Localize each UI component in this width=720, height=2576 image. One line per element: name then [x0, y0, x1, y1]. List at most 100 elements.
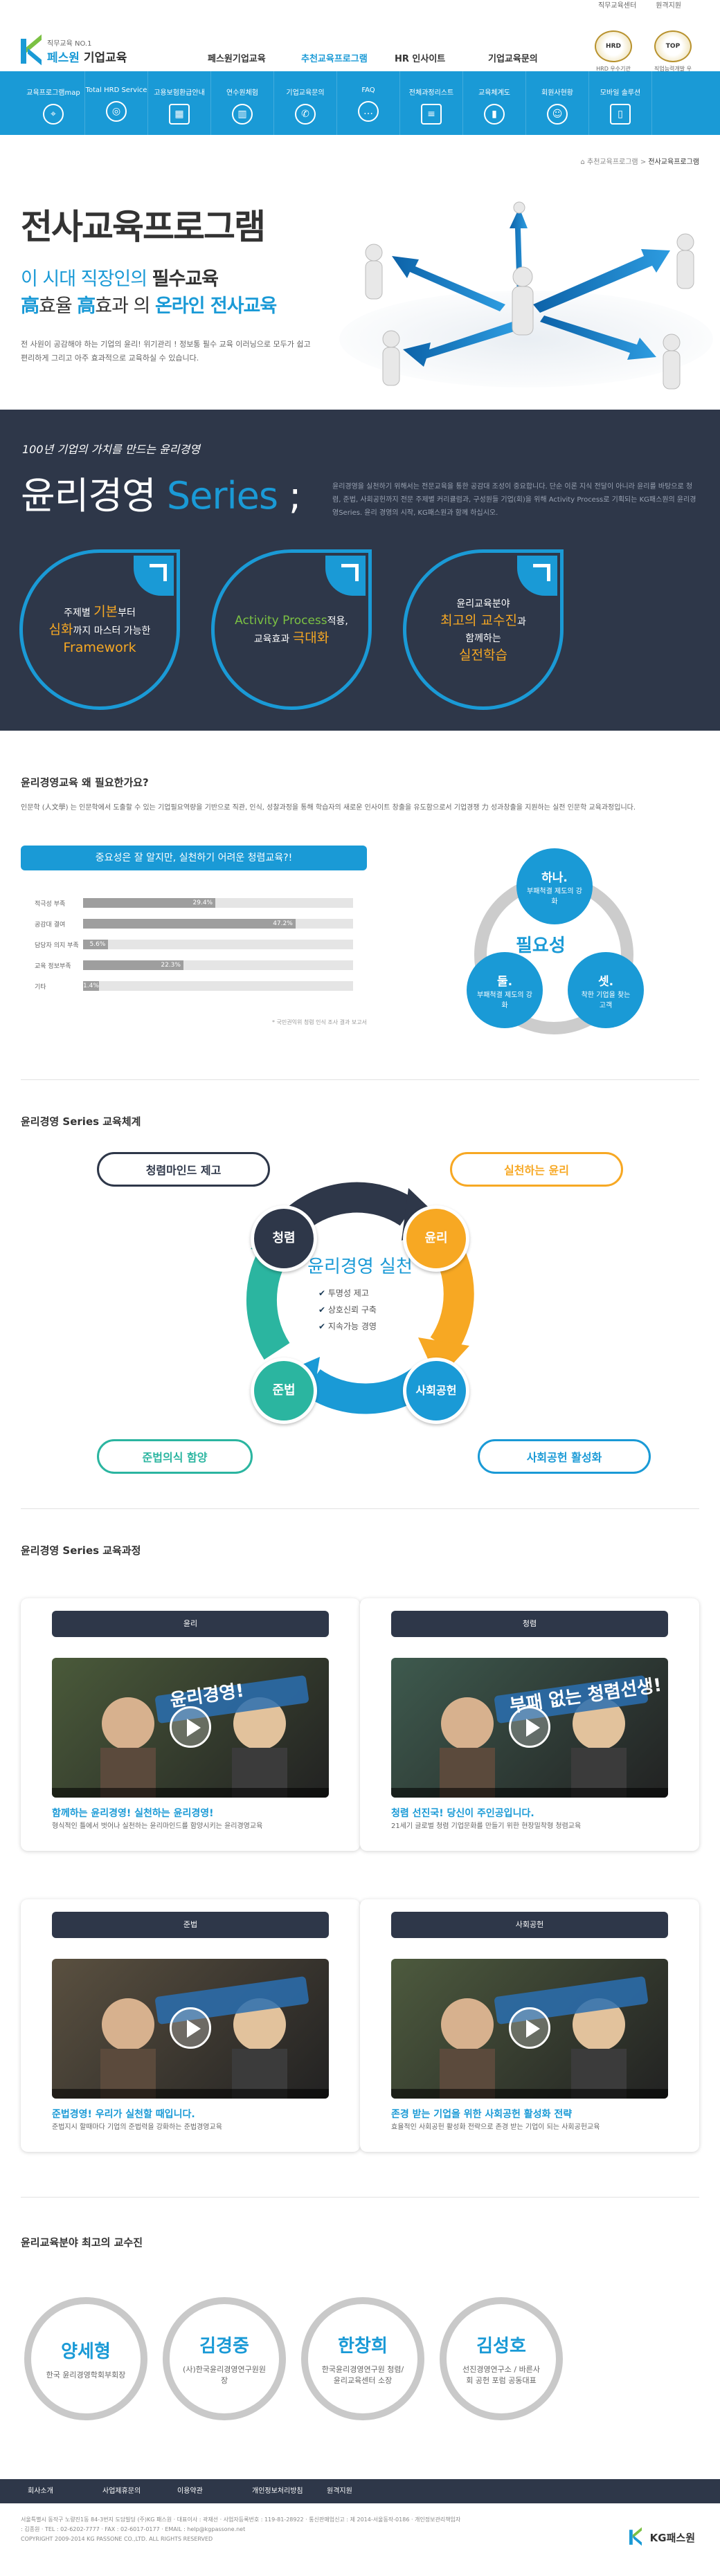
- quicknav-item[interactable]: 연수원체험 ▥: [211, 71, 274, 135]
- target-icon: ◎: [106, 101, 127, 122]
- video-progress-bar[interactable]: [391, 2089, 668, 2099]
- chart-icon: ▮: [484, 104, 505, 125]
- leaf-text: 교육효과: [253, 633, 293, 645]
- play-icon[interactable]: [509, 2007, 550, 2049]
- video-progress-bar[interactable]: [52, 2089, 329, 2099]
- footer-link-remote[interactable]: 원격지원: [327, 2487, 352, 2495]
- course-video-player[interactable]: [52, 1959, 329, 2099]
- arrow-up-right-icon: [325, 556, 366, 596]
- quicknav-label: FAQ: [361, 86, 375, 94]
- arrow-up-right-icon: [134, 556, 174, 596]
- quicknav-item[interactable]: 고용보험환급안내 ▦: [148, 71, 211, 135]
- mobile-icon: ▯: [610, 104, 631, 125]
- quicknav-item[interactable]: 교육체계도 ▮: [463, 71, 526, 135]
- course-category: 윤리: [52, 1611, 329, 1637]
- pill-social: 사회공헌 활성화: [478, 1439, 651, 1474]
- professor-card[interactable]: 김성호 선진경영연구소 / 바른사회 공헌 포럼 공동대표: [440, 2297, 563, 2420]
- leaf-highlight: 최고의 교수진: [440, 613, 518, 628]
- survey-banner: 중요성은 잘 알지만, 실천하기 어려운 청렴교육?!: [21, 846, 367, 870]
- node-social-contribution[interactable]: 사회공헌: [403, 1358, 469, 1424]
- calculator-icon: ▦: [169, 104, 190, 125]
- professor-card[interactable]: 한창희 한국윤리경영연구원 청렴/윤리교육센터 소장: [301, 2297, 424, 2420]
- quicknav-label: 모바일 솔루션: [600, 89, 641, 97]
- quicknav-label: 교육프로그램map: [26, 89, 80, 97]
- course-desc: 형식적인 틀에서 벗어나 실천하는 윤리마인드를 함양시키는 윤리경영교육: [52, 1823, 263, 1830]
- need-number: 셋.: [597, 974, 614, 989]
- chat-icon: …: [358, 101, 379, 122]
- quicknav-item[interactable]: 교육프로그램map ⌖: [22, 71, 85, 135]
- need-circle-three: 셋. 착한 기업을 찾는 고객: [568, 952, 644, 1028]
- quicknav-label: 전체과정리스트: [408, 89, 454, 97]
- play-icon[interactable]: [509, 1706, 550, 1748]
- quicknav-item[interactable]: 전체과정리스트 ≡: [400, 71, 463, 135]
- need-circle-two: 둘. 부패척결 제도의 강화: [467, 952, 543, 1028]
- footer-link-partnership[interactable]: 사업제휴문의: [102, 2487, 141, 2495]
- professor-card[interactable]: 김경중 (사)한국윤리경영연구원원장: [163, 2297, 286, 2420]
- site-logo[interactable]: 직무교육 NO.1 페스원 기업교육: [21, 34, 127, 66]
- breadcrumb-parent[interactable]: 추천교육프로그램: [587, 158, 638, 166]
- quicknav-label: 연수원체험: [226, 89, 258, 97]
- course-card[interactable]: 윤리 윤리경영! 함께하는 윤리경영! 실천하는 윤리경영! 형식적인 틀에서 벗어나…: [21, 1598, 360, 1851]
- node-compliance[interactable]: 준법: [251, 1358, 317, 1424]
- bar-track: 22.3%: [83, 960, 353, 970]
- quicknav-label: Total HRD Service: [85, 86, 147, 94]
- video-progress-bar[interactable]: [52, 1788, 329, 1798]
- hero-text-bold: 高: [77, 295, 96, 317]
- course-desc: 효율적인 사회공헌 활성화 전략으로 존경 받는 기업이 되는 사회공헌교육: [391, 2123, 600, 2131]
- home-icon[interactable]: ⌂: [580, 158, 585, 166]
- course-video-player[interactable]: [391, 1959, 668, 2099]
- footer-nav: 회사소개 사업제휴문의 이용약관 개인정보처리방침 원격지원: [0, 2479, 720, 2503]
- hero-text-bold: 온라인 전사교육: [154, 295, 277, 317]
- footer: 회사소개 사업제휴문의 이용약관 개인정보처리방침 원격지원 서울특별시 동작구…: [0, 2479, 720, 2576]
- course-card[interactable]: 준법 준법경영! 우리가 실천할 때입니다. 준법지시 할때마다 기업의 준법력을 …: [21, 1899, 360, 2152]
- footer-logo: KG패스원: [625, 2525, 695, 2550]
- quicknav-item[interactable]: 모바일 솔루션 ▯: [589, 71, 652, 135]
- top-bar: 직무교육센터 원격지원: [0, 0, 720, 22]
- leaf-text: 윤리교육분야: [456, 599, 510, 610]
- chart-source-note: * 국민권익위 청렴 인식 조사 결과 보고서: [271, 1019, 367, 1025]
- arrow-up-right-icon: [517, 556, 557, 596]
- ethics-title-mark: ;: [277, 474, 301, 518]
- kg-logo-icon: [21, 34, 42, 66]
- professor-card[interactable]: 양세형 한국 윤리경영학회부회장: [24, 2297, 147, 2420]
- node-ethics[interactable]: 윤리: [403, 1205, 469, 1272]
- gnb-inquiry[interactable]: 기업교육문의: [488, 54, 538, 64]
- gnb-programs[interactable]: 추천교육프로그램: [301, 54, 368, 64]
- footer-link-privacy[interactable]: 개인정보처리방침: [252, 2487, 303, 2495]
- ethics-title-series: Series: [166, 474, 278, 518]
- video-progress-bar[interactable]: [391, 1788, 668, 1798]
- check-item: 지속가능 경영: [318, 1318, 402, 1335]
- need-desc: 착한 기업을 찾는 고객: [581, 991, 631, 1010]
- toplink-remote-support[interactable]: 원격지원: [656, 2, 681, 10]
- hero-text: 효과 의: [95, 295, 155, 317]
- footer-link-about[interactable]: 회사소개: [28, 2487, 53, 2495]
- quicknav-item[interactable]: 회원사현황 ☺: [526, 71, 589, 135]
- course-card[interactable]: 사회공헌 존경 받는 기업을 위한 사회공헌 활성화 전략 효율적인 사회공헌 활성…: [360, 1899, 699, 2152]
- hero-text-bold: 필수교육: [152, 268, 219, 290]
- quicknav-item[interactable]: 기업교육문의 ✆: [274, 71, 337, 135]
- footer-link-terms[interactable]: 이용약관: [177, 2487, 203, 2495]
- play-icon[interactable]: [170, 1706, 211, 1748]
- gnb-hr-insight[interactable]: HR 인사이트: [395, 54, 446, 64]
- leaf-text: 함께하는: [465, 633, 501, 644]
- copyright: COPYRIGHT 2009-2014 KG PASSONE CO.,LTD. …: [21, 2536, 213, 2542]
- play-icon[interactable]: [170, 2007, 211, 2049]
- survey-bar-chart: 적극성 부족 29.4% 공감대 결여 47.2% 담당자 의지 부족 5.6% 교육 정보…: [35, 893, 367, 996]
- professor-name: 김성호: [476, 2335, 526, 2357]
- award-caption: HRD 우수기관: [596, 66, 631, 72]
- course-card[interactable]: 청렴 부패 없는 청렴선생! 청렴 선진국! 당신이 주인공입니다. 21세기 글로벌…: [360, 1598, 699, 1851]
- quicknav-item[interactable]: Total HRD Service ◎: [85, 71, 148, 135]
- leaf-text: 적용,: [327, 615, 348, 627]
- course-video-player[interactable]: 윤리경영!: [52, 1658, 329, 1798]
- gnb-company[interactable]: 페스원기업교육: [208, 54, 266, 64]
- professor-name: 김경중: [199, 2335, 249, 2357]
- course-video-player[interactable]: 부패 없는 청렴선생!: [391, 1658, 668, 1798]
- ethics-tagline: 100년 기업의 가치를 만드는 윤리경영: [22, 443, 200, 456]
- logo-brand: 페스원: [47, 51, 80, 65]
- node-integrity[interactable]: 청렴: [251, 1205, 317, 1272]
- people-icon: ☺: [547, 104, 568, 125]
- toplink-job-center[interactable]: 직무교육센터: [597, 2, 637, 10]
- section-title-why: 윤리경영교육 왜 필요한가요?: [21, 776, 149, 789]
- award-badge: HRD HRD 우수기관: [594, 30, 633, 80]
- quicknav-item[interactable]: FAQ …: [337, 71, 400, 135]
